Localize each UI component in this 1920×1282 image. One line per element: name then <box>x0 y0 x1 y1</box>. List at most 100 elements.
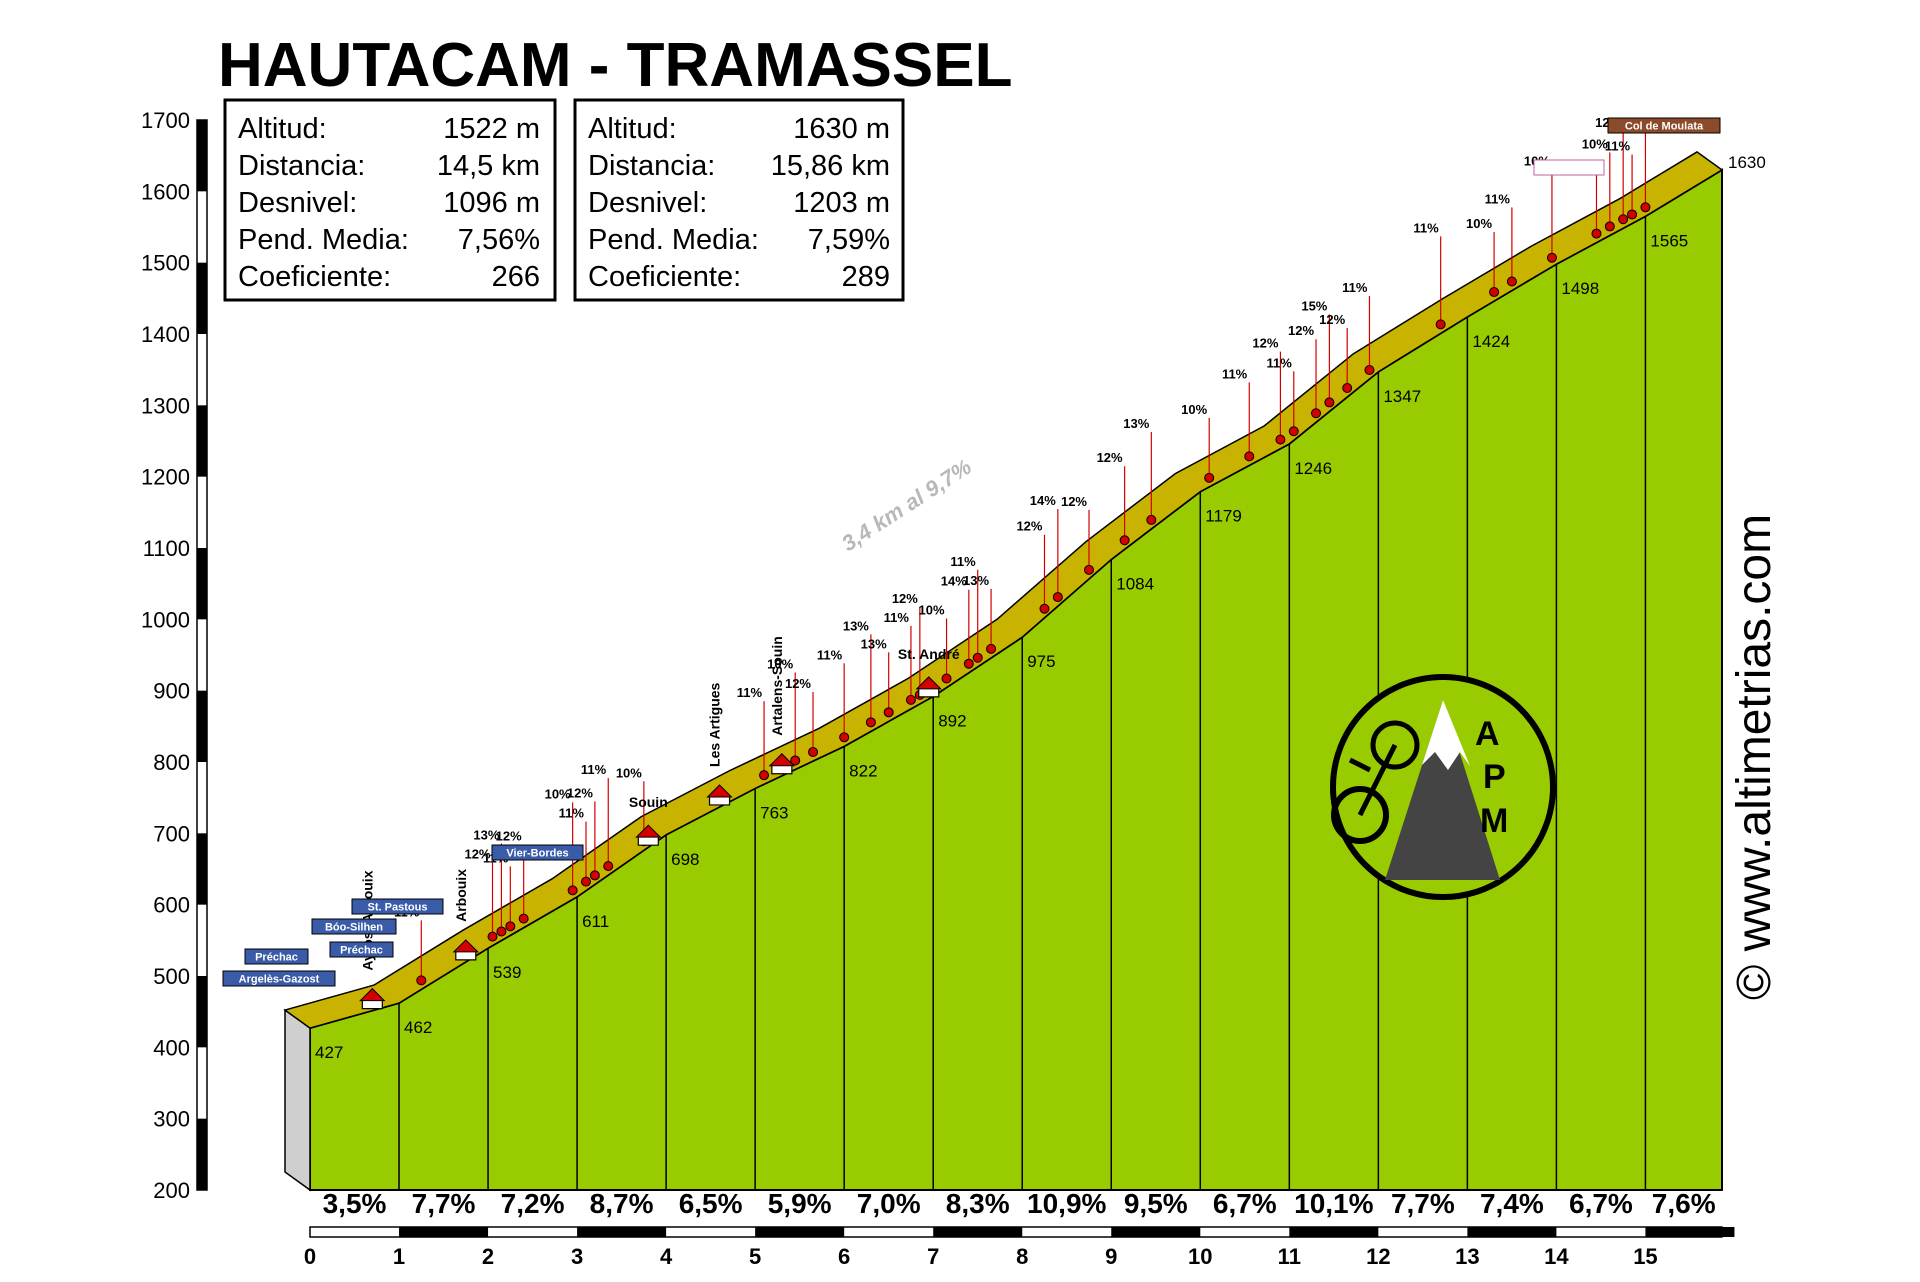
stat-value: 14,5 km <box>437 150 540 182</box>
x-tick-label: 12 <box>1366 1244 1390 1269</box>
y-scale-segment <box>197 548 207 620</box>
stat-label: Altitud: <box>588 113 677 145</box>
ramp-marker-dot <box>986 643 997 654</box>
stat-value: 266 <box>492 261 540 293</box>
direction-sign <box>351 898 444 915</box>
km-altitude-label: 1084 <box>1116 574 1154 593</box>
x-tick-label: 11 <box>1278 1244 1301 1269</box>
stat-value: 7,59% <box>808 224 890 256</box>
place-name: Arbouix <box>453 869 469 922</box>
stat-value: 7,56% <box>458 224 540 256</box>
km-gradient-label: 7,2% <box>501 1188 565 1219</box>
ramp-gradient-label: 10% <box>919 602 945 617</box>
ramp-gradient-label: 11% <box>884 610 910 625</box>
y-tick-label: 700 <box>153 821 190 846</box>
ramp-marker-dot <box>1204 472 1215 483</box>
x-tick-label: 14 <box>1544 1244 1569 1269</box>
direction-sign-label: Col de Moulata <box>1625 121 1704 133</box>
stats-box-2: Altitud: 1630 m Distancia: 15,86 km Desnivel… <box>573 98 905 302</box>
x-tick-label: 3 <box>571 1244 583 1269</box>
y-tick-label: 1600 <box>141 179 190 204</box>
y-scale-segment <box>197 1118 207 1190</box>
direction-sign <box>491 844 584 861</box>
km-gradient-label: 10,9% <box>1027 1188 1106 1219</box>
ramp-marker-dot <box>1119 535 1130 546</box>
ramp-marker-dot <box>1506 276 1517 287</box>
ramp-gradient-label: 13% <box>861 636 887 651</box>
logo-letter-p: P <box>1483 758 1506 796</box>
house-roof-icon <box>706 784 733 798</box>
ramp-gradient-label: 10% <box>1582 136 1608 151</box>
km-gradient-label: 8,7% <box>590 1188 654 1219</box>
ramp-gradient-label: 11% <box>1342 280 1368 295</box>
ramp-gradient-label: 11% <box>737 685 763 700</box>
km-altitude-label: 427 <box>315 1043 343 1062</box>
ramp-marker-dot <box>487 931 498 942</box>
ramp-marker-dot <box>1435 319 1446 330</box>
ramp-gradient-label: 10% <box>545 786 571 801</box>
km-altitude-label: 892 <box>938 711 966 730</box>
x-tick-label: 4 <box>660 1244 673 1269</box>
ramp-marker-dot <box>883 707 894 718</box>
ramp-marker-dot <box>1244 451 1255 462</box>
x-tick-label: 9 <box>1105 1244 1117 1269</box>
direction-sign <box>222 970 336 987</box>
ramp-gradient-label: 14% <box>941 574 967 589</box>
x-scale-segment <box>755 1227 845 1237</box>
place-name: St. André <box>898 646 960 662</box>
house-roof-icon <box>768 753 796 767</box>
y-scale-segment <box>197 690 207 762</box>
km-gradient-label: 8,3% <box>946 1188 1010 1219</box>
ramp-gradient-label: 12% <box>892 591 918 606</box>
y-tick-label: 1100 <box>143 536 190 561</box>
x-tick-label: 5 <box>749 1244 761 1269</box>
x-scale-segment <box>1467 1227 1557 1237</box>
slope-note: 3,4 km al 9,7% <box>837 454 976 556</box>
direction-sign-label: Argelès-Gazost <box>239 974 320 986</box>
x-scale-segment <box>1111 1227 1201 1237</box>
house-roof-icon <box>359 987 386 1002</box>
stat-value: 1630 m <box>793 113 890 145</box>
x-tick-label: 15 <box>1633 1244 1657 1269</box>
direction-sign <box>311 918 397 935</box>
ramp-marker-dot <box>1146 514 1157 525</box>
km-altitude-label: 1498 <box>1561 279 1599 298</box>
km-altitude-label: 1424 <box>1472 332 1510 351</box>
ramp-marker-dot <box>1288 426 1299 437</box>
logo-letter-m: M <box>1480 802 1508 840</box>
km-gradient-label: 9,5% <box>1124 1188 1188 1219</box>
direction-sign <box>244 948 309 965</box>
ramp-gradient-label: 12% <box>496 829 522 844</box>
place-name: Artalens-Souin <box>769 636 785 736</box>
stat-value: 1522 m <box>443 113 540 145</box>
direction-sign-label: Vier-Bordes <box>506 848 568 860</box>
direction-sign <box>1533 159 1605 176</box>
ramp-gradient-label: 13% <box>473 827 499 842</box>
ramp-marker-dot <box>1546 252 1557 263</box>
ramp-gradient-label: 11% <box>1222 366 1248 381</box>
ramp-gradient-label: 15% <box>1301 298 1327 313</box>
y-tick-label: 500 <box>153 964 190 989</box>
km-gradient-label: 7,0% <box>857 1188 921 1219</box>
ramp-gradient-label: 10% <box>767 656 793 671</box>
ramp-marker-dot <box>1591 228 1602 239</box>
ramp-marker-dot <box>518 913 529 924</box>
y-tick-label: 1000 <box>141 607 190 632</box>
ramp-marker-dot <box>567 885 578 896</box>
ramp-marker-dot <box>416 975 427 986</box>
ramp-marker-dot <box>496 926 507 937</box>
ramp-marker-dot <box>1084 564 1095 575</box>
x-tick-label: 7 <box>927 1244 939 1269</box>
ramp-marker-dot <box>808 747 819 758</box>
ramp-marker-dot <box>759 770 770 781</box>
ramp-marker-dot <box>1052 592 1063 603</box>
ramp-gradient-label: 11% <box>950 554 976 569</box>
ramp-gradient-label: 12% <box>1288 323 1314 338</box>
km-gradient-label: 3,5% <box>323 1188 387 1219</box>
direction-sign <box>329 941 394 958</box>
stat-value: 15,86 km <box>771 150 890 182</box>
km-altitude-label: 975 <box>1027 652 1055 671</box>
ramp-marker-dot <box>839 732 850 743</box>
km-gradient-label: 7,7% <box>1391 1188 1455 1219</box>
y-tick-label: 1200 <box>141 465 190 490</box>
